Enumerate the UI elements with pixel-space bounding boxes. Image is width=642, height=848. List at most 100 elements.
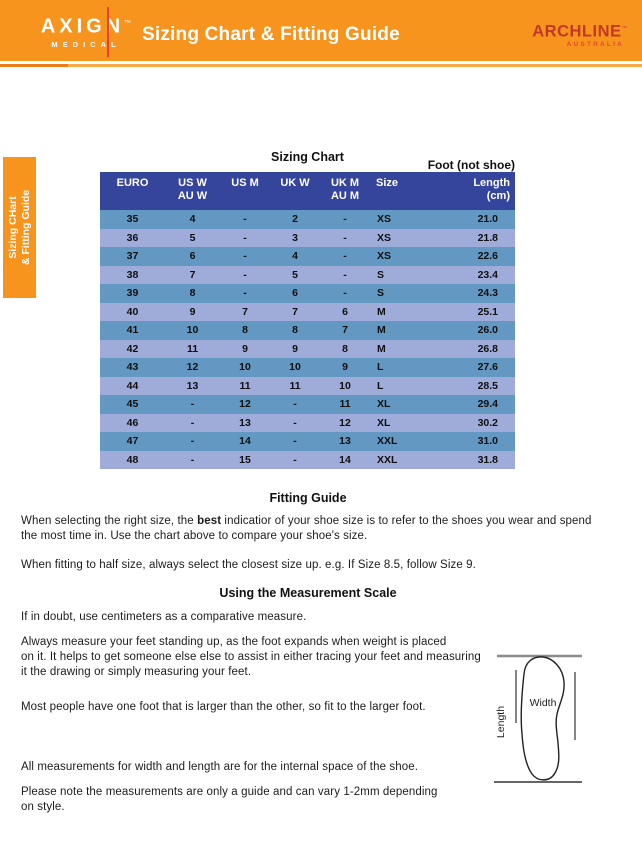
table-row: 40 9 7 7 6 M 25.1 bbox=[100, 302, 515, 321]
length-label: Length bbox=[495, 706, 507, 738]
table-cell: 9 bbox=[292, 342, 298, 355]
column-header: US W AU W bbox=[177, 177, 208, 202]
column-header: UK M AU M bbox=[330, 177, 360, 202]
table-row: 41 10 8 8 7 M 26.0 bbox=[100, 321, 515, 340]
table-row: 44 13 11 11 10 L 28.5 bbox=[100, 376, 515, 395]
table-cell: 4 bbox=[292, 250, 298, 262]
table-cell: 42 bbox=[126, 342, 139, 355]
table-cell: 10 bbox=[239, 361, 251, 373]
table-cell: 3 bbox=[292, 231, 298, 244]
measurement-paragraph-3: Most people have one foot that is larger… bbox=[21, 701, 426, 713]
table-cell: 11 bbox=[289, 379, 301, 392]
table-cell: 6 bbox=[342, 305, 348, 318]
header-bar: AXIGN™ MEDICAL Sizing Chart & Fitting Gu… bbox=[0, 0, 642, 61]
table-cell: 29.4 bbox=[477, 398, 498, 410]
paragraph-text: When selecting the right size, the bbox=[21, 515, 198, 527]
table-cell: 13 bbox=[186, 379, 199, 392]
measurement-paragraph-2: Always measure your feet standing up, as… bbox=[21, 636, 481, 678]
width-label: Width bbox=[530, 697, 557, 709]
table-cell: 43 bbox=[126, 361, 139, 373]
table-row: 37 6 - 4 - XS 22.6 bbox=[100, 247, 515, 266]
table-cell: 14 bbox=[339, 453, 351, 466]
table-body: 35 4 - 2 - XS 21.0 36 5 - 3 - XS 21.8 37 6 - 4 - XS 22.6 38 7 -… bbox=[100, 210, 515, 469]
side-tab-label: Sizing CHart & Fitting Guide bbox=[3, 157, 36, 298]
table-cell: 10 bbox=[186, 324, 199, 336]
trademark-icon: ™ bbox=[621, 26, 628, 32]
table-cell: 9 bbox=[342, 361, 348, 373]
table-cell: - bbox=[243, 231, 247, 244]
table-cell: 31.0 bbox=[477, 435, 498, 447]
table-cell: XL bbox=[377, 398, 391, 410]
table-cell: 13 bbox=[339, 435, 351, 447]
table-cell: 44 bbox=[126, 379, 139, 392]
table-cell: - bbox=[293, 398, 297, 410]
table-cell: M bbox=[377, 305, 386, 318]
table-row: 42 11 9 9 8 M 26.8 bbox=[100, 339, 515, 358]
archline-logo-subtext: AUSTRALIA bbox=[566, 40, 624, 48]
table-cell: 37 bbox=[126, 250, 139, 262]
table-cell: 11 bbox=[339, 398, 351, 410]
measurement-scale-heading: Using the Measurement Scale bbox=[219, 586, 397, 600]
paragraph-text: indicatior of your shoe size is to refer… bbox=[21, 515, 592, 542]
table-cell: 11 bbox=[239, 379, 251, 392]
table-cell: 25.1 bbox=[477, 305, 498, 318]
table-cell: 38 bbox=[126, 268, 139, 281]
table-cell: - bbox=[243, 268, 247, 281]
table-cell: 12 bbox=[339, 416, 351, 429]
fitting-guide-heading: Fitting Guide bbox=[269, 491, 347, 505]
table-cell: - bbox=[243, 250, 247, 262]
table-row: 35 4 - 2 - XS 21.0 bbox=[100, 210, 515, 229]
table-row: 38 7 - 5 - S 23.4 bbox=[100, 265, 515, 284]
table-cell: 8 bbox=[189, 287, 196, 299]
table-cell: 10 bbox=[289, 361, 301, 373]
table-row: 36 5 - 3 - XS 21.8 bbox=[100, 228, 515, 247]
table-cell: - bbox=[343, 213, 347, 225]
table-row: 45 - 12 - 11 XL 29.4 bbox=[100, 395, 515, 414]
table-cell: L bbox=[377, 361, 384, 373]
table-cell: - bbox=[190, 453, 195, 466]
table-cell: M bbox=[377, 324, 386, 336]
table-cell: 40 bbox=[126, 305, 139, 318]
table-cell: 21.8 bbox=[477, 231, 498, 244]
archline-logo: ARCHLINE™ AUSTRALIA bbox=[532, 21, 628, 48]
table-cell: - bbox=[190, 398, 195, 410]
table-cell: 45 bbox=[126, 398, 139, 410]
table-cell: 36 bbox=[126, 231, 139, 244]
column-header: US M bbox=[231, 177, 259, 189]
table-cell: 7 bbox=[189, 268, 196, 281]
column-header: Length (cm) bbox=[473, 177, 510, 202]
table-cell: 46 bbox=[126, 416, 139, 429]
table-cell: 7 bbox=[342, 324, 348, 336]
table-row: 43 12 10 10 9 L 27.6 bbox=[100, 358, 515, 377]
table-cell: 22.6 bbox=[477, 250, 498, 262]
table-cell: 10 bbox=[339, 379, 351, 392]
table-cell: 4 bbox=[189, 213, 196, 225]
table-cell: 9 bbox=[242, 342, 248, 355]
table-cell: 5 bbox=[292, 268, 298, 281]
archline-logo-wordmark: ARCHLINE™ bbox=[532, 21, 628, 41]
table-cell: - bbox=[343, 287, 347, 299]
table-cell: S bbox=[377, 287, 385, 299]
trademark-icon: ™ bbox=[124, 20, 132, 27]
table-cell: - bbox=[190, 435, 195, 447]
page-title: Sizing Chart & Fitting Guide bbox=[142, 24, 400, 45]
table-cell: 7 bbox=[292, 305, 298, 318]
table-cell: 31.8 bbox=[477, 453, 498, 466]
table-cell: XXL bbox=[377, 453, 398, 466]
sizing-chart-title: Sizing Chart bbox=[271, 150, 344, 164]
table-cell: 12 bbox=[186, 361, 199, 373]
table-cell: 47 bbox=[126, 435, 139, 447]
table-cell: 24.3 bbox=[477, 287, 498, 299]
foot-measurement-diagram: Width Length bbox=[494, 654, 582, 783]
table-cell: 12 bbox=[239, 398, 251, 410]
table-cell: - bbox=[343, 231, 347, 244]
best-emphasis: best bbox=[197, 515, 222, 527]
table-cell: XS bbox=[377, 213, 392, 225]
table-cell: 48 bbox=[126, 453, 139, 466]
table-cell: 23.4 bbox=[477, 268, 498, 281]
table-cell: - bbox=[243, 213, 247, 225]
table-cell: 6 bbox=[189, 250, 196, 262]
table-cell: 14 bbox=[239, 435, 251, 447]
side-tab bbox=[3, 157, 36, 298]
